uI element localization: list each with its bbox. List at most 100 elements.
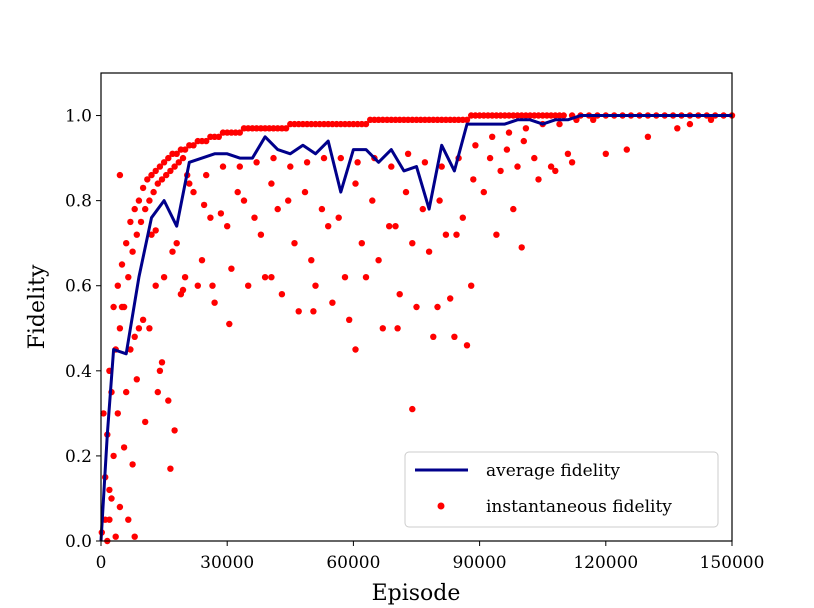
y-tick-label: 0.0 xyxy=(65,532,92,552)
scatter-point xyxy=(463,342,471,349)
scatter-point xyxy=(421,159,429,166)
scatter-point xyxy=(158,176,166,183)
scatter-point xyxy=(127,346,134,353)
scatter-point xyxy=(163,171,170,179)
scatter-point xyxy=(358,240,365,247)
average-fidelity-line-group xyxy=(99,114,732,542)
scatter-point xyxy=(240,197,248,204)
scatter-point xyxy=(303,159,311,166)
scatter-point xyxy=(425,248,433,255)
scatter-point xyxy=(139,184,147,192)
scatter-point xyxy=(234,188,241,196)
scatter-point xyxy=(175,159,182,166)
scatter-point xyxy=(510,205,517,213)
scatter-point xyxy=(217,210,225,217)
scatter-point xyxy=(133,231,140,238)
scatter-point xyxy=(125,274,132,281)
scatter-point xyxy=(278,291,286,298)
legend-box xyxy=(404,451,719,528)
x-tick-label: 90000 xyxy=(453,553,507,573)
scatter-point xyxy=(436,197,443,204)
scatter-point xyxy=(268,274,275,281)
x-tick-label: 120000 xyxy=(573,553,638,573)
scatter-point xyxy=(118,261,126,268)
scatter-point xyxy=(160,159,168,166)
scatter-point xyxy=(402,188,410,196)
scatter-point xyxy=(674,125,681,132)
scatter-point xyxy=(308,257,315,264)
scatter-point xyxy=(154,180,161,187)
scatter-point xyxy=(110,303,117,311)
scatter-point xyxy=(270,154,277,162)
scatter-point xyxy=(152,282,159,289)
scatter-point xyxy=(493,231,500,238)
scatter-point xyxy=(125,516,132,523)
scatter-point xyxy=(352,180,359,187)
scatter-point xyxy=(215,133,222,140)
scatter-point xyxy=(514,163,521,170)
scatter-point xyxy=(503,146,511,153)
scatter-point xyxy=(362,120,370,128)
scatter-point xyxy=(181,146,189,153)
scatter-point xyxy=(318,205,326,213)
scatter-point xyxy=(291,240,298,247)
scatter-point xyxy=(165,397,172,404)
scatter-point xyxy=(179,286,187,294)
scatter-point xyxy=(451,333,458,340)
scatter-point xyxy=(165,154,172,162)
scatter-point xyxy=(419,205,426,213)
scatter-point xyxy=(480,188,487,196)
scatter-point xyxy=(352,346,359,353)
x-tick-label: 60000 xyxy=(326,553,380,573)
scatter-point xyxy=(131,333,138,340)
scatter-point xyxy=(148,231,155,238)
scatter-point xyxy=(203,137,210,145)
scatter-point xyxy=(686,120,694,128)
scatter-point xyxy=(209,282,216,289)
scatter-point xyxy=(386,223,393,230)
scatter-point xyxy=(396,291,403,298)
scatter-point xyxy=(135,197,143,204)
scatter-point xyxy=(156,163,164,170)
scatter-point xyxy=(160,274,168,281)
scatter-point xyxy=(520,137,527,145)
scatter-point xyxy=(224,223,231,230)
scatter-point xyxy=(181,274,189,281)
scatter-point xyxy=(556,120,563,128)
scatter-point xyxy=(453,231,460,238)
scatter-point xyxy=(707,116,715,124)
scatter-point xyxy=(173,240,180,247)
scatter-point xyxy=(171,163,178,170)
scatter-point xyxy=(135,325,143,332)
scatter-point xyxy=(106,516,113,523)
scatter-point xyxy=(430,333,437,340)
scatter-point xyxy=(644,133,652,140)
scatter-point xyxy=(146,325,153,332)
average-fidelity-line xyxy=(99,114,732,542)
scatter-point xyxy=(535,176,542,183)
scatter-point xyxy=(219,163,227,170)
scatter-point xyxy=(226,320,233,328)
scatter-point xyxy=(310,308,317,315)
scatter-point xyxy=(152,227,159,234)
scatter-point xyxy=(590,116,597,124)
scatter-point xyxy=(106,486,113,494)
scatter-point xyxy=(379,325,386,332)
scatter-point xyxy=(194,282,201,289)
scatter-point xyxy=(131,205,138,213)
scatter-point xyxy=(142,418,149,426)
scatter-point xyxy=(116,171,124,179)
scatter-point xyxy=(133,376,140,383)
scatter-point xyxy=(131,533,138,540)
scatter-point xyxy=(375,257,382,264)
scatter-point xyxy=(228,265,235,272)
scatter-point xyxy=(434,303,441,311)
scatter-point xyxy=(568,159,576,166)
scatter-point xyxy=(346,316,353,323)
scatter-point xyxy=(129,248,136,255)
scatter-point xyxy=(394,325,401,332)
scatter-point xyxy=(325,223,332,230)
x-tick-label: 0 xyxy=(96,553,107,573)
scatter-point xyxy=(114,282,122,289)
